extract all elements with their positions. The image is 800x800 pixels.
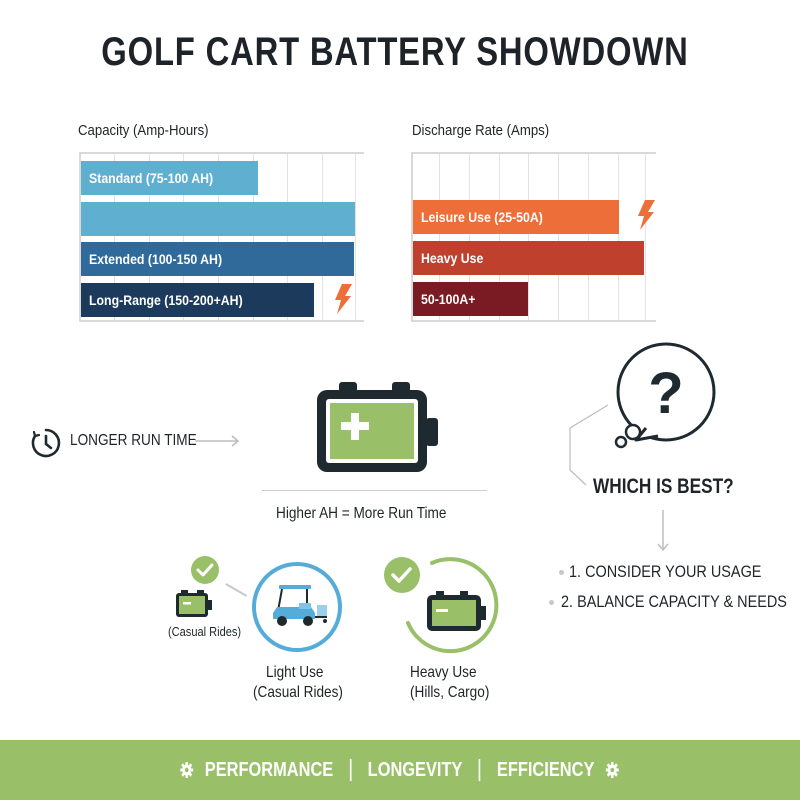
capacity-chart: Standard (75-100 AH) Extended (100-150 A… [79, 152, 364, 322]
svg-text:?: ? [648, 361, 683, 426]
arrow-down-icon [657, 510, 669, 552]
connector-line [225, 583, 248, 597]
run-time-caption: Higher AH = More Run Time [276, 505, 447, 522]
capacity-bar-standard: Standard (75-100 AH) [81, 161, 258, 195]
divider-line [262, 490, 487, 491]
lightning-bolt-icon [335, 284, 352, 314]
bullet-dot [559, 570, 564, 575]
gear-icon [180, 762, 194, 778]
discharge-bar-range: 50-100A+ [413, 282, 528, 316]
clock-icon [31, 428, 61, 458]
capacity-bar-long-range: Long-Range (150-200+AH) [81, 283, 314, 317]
divider [479, 759, 481, 781]
golf-cart-icon [252, 562, 342, 652]
capacity-chart-title: Capacity (Amp-Hours) [78, 122, 209, 139]
gear-icon [606, 762, 620, 778]
battery-charging-icon [317, 382, 438, 472]
heavy-use-subtitle: (Hills, Cargo) [410, 684, 490, 701]
capacity-bar-unlabeled [81, 202, 355, 236]
bullet-dot [549, 600, 554, 605]
step-2: 2. BALANCE CAPACITY & NEEDS [561, 592, 787, 611]
discharge-chart: Leisure Use (25-50A) Heavy Use 50-100A+ [411, 152, 656, 322]
check-badge-icon [191, 556, 219, 584]
arrow-right-icon [195, 435, 240, 447]
which-is-best-heading: WHICH IS BEST? [593, 475, 734, 498]
footer-item-longevity: LONGEVITY [368, 758, 463, 781]
lightning-bolt-icon [638, 200, 655, 230]
small-casual-rides-caption: (Casual Rides) [168, 624, 242, 639]
discharge-bar-leisure: Leisure Use (25-50A) [413, 200, 619, 234]
footer-banner: PERFORMANCE LONGEVITY EFFICIENCY [0, 740, 800, 800]
step-1: 1. CONSIDER YOUR USAGE [569, 562, 762, 581]
page-title: GOLF CART BATTERY SHOWDOWN [101, 30, 689, 74]
thought-bubble-icon: ? [569, 342, 716, 486]
discharge-bar-heavy: Heavy Use [413, 241, 644, 275]
footer-item-performance: PERFORMANCE [205, 758, 334, 781]
capacity-bar-extended: Extended (100-150 AH) [81, 242, 354, 276]
divider [350, 759, 352, 781]
heavy-use-battery-icon [384, 557, 499, 654]
light-use-subtitle: (Casual Rides) [253, 684, 343, 701]
discharge-chart-title: Discharge Rate (Amps) [412, 122, 550, 139]
small-battery-icon [176, 590, 212, 617]
light-use-title: Light Use [266, 664, 324, 681]
heavy-use-title: Heavy Use [410, 664, 477, 681]
longer-run-time-label: LONGER RUN TIME [70, 432, 197, 449]
footer-item-efficiency: EFFICIENCY [497, 758, 595, 781]
